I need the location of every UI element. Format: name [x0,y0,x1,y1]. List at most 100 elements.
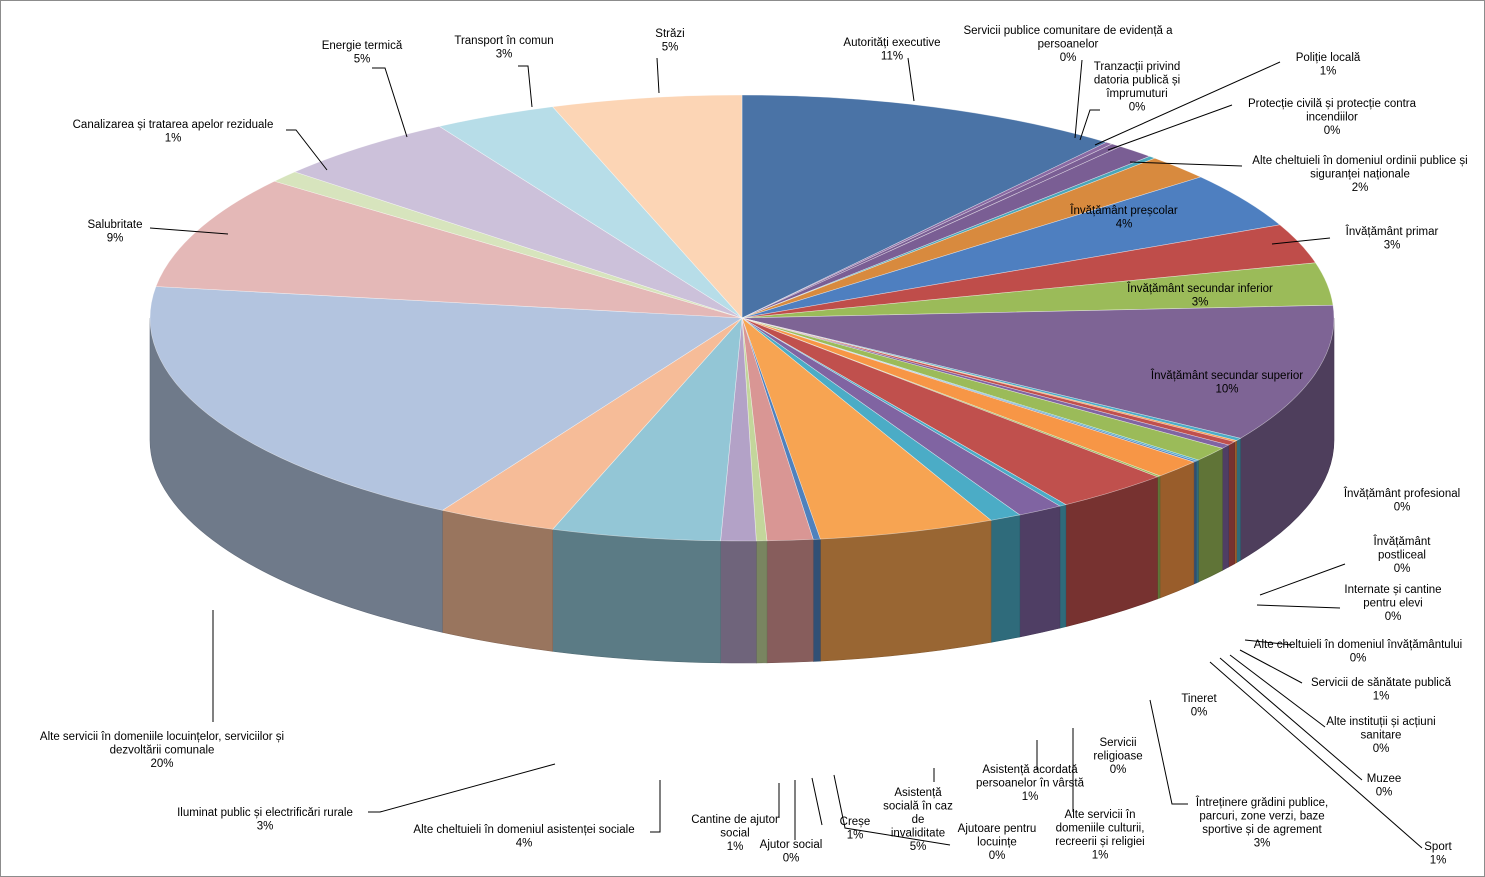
data-label-line: 20% [150,758,173,770]
pie-side-27 [755,540,768,664]
pie-side-24 [820,519,992,662]
data-label-line: Învățământ [1373,535,1432,548]
leader-line-30 [368,763,556,813]
data-label-line: Alte instituții și acțiuni [1326,716,1435,728]
data-label-33: Canalizarea și tratarea apelor reziduale… [73,119,274,145]
data-label-line: Învățământ profesional [1343,487,1460,500]
data-label-line: social [720,828,749,840]
data-label-line: pentru elevi [1363,598,1422,610]
data-label-line: Asistență [894,787,942,799]
data-label-22: Alte servicii în domeniile culturii, recre… [1055,809,1144,862]
pie-side-23 [990,514,1021,643]
data-label-line: 0% [1373,743,1390,755]
data-label-line: Sport [1424,841,1452,853]
data-label-line: 0% [989,850,1006,862]
leader-line-15 [1239,649,1303,684]
data-label-line: siguranței naționale [1310,169,1410,181]
data-label-13: Internate și cantine pentru elevi 0% [1344,584,1441,623]
data-label-line: 4% [1116,219,1133,231]
data-label-line: 1% [847,830,864,842]
data-label-line: 0% [1129,102,1146,114]
data-label-line: domeniile culturii, [1056,823,1145,835]
data-label-24: Asistență socială în caz de invaliditate 5% [883,787,953,853]
data-label-line: Alte cheltuieli în domeniul ordinii publ… [1252,155,1467,167]
data-label-3: Tranzacții privind datoria publică și împr… [1094,61,1181,114]
data-label-line: invaliditate [891,828,945,840]
data-label-7: Învățământ preșcolar 4% [1069,204,1178,231]
pie-slice-31 [149,286,743,511]
data-label-line: persoanelor în vârstă [976,778,1085,790]
data-label-5: Protecție civilă și protecție contra ince… [1248,98,1417,137]
leader-line-36 [656,57,660,94]
data-label-line: sportive și de agrement [1202,824,1322,836]
leader-line-13 [1256,604,1341,609]
data-label-line: Autorități executive [843,37,940,49]
data-label-line: 1% [1092,850,1109,862]
data-label-line: 0% [783,853,800,865]
pie-slice-36 [552,94,743,319]
data-label-line: locuințe [977,837,1017,849]
data-label-line: Poliție locală [1296,52,1361,64]
pie-slice-32 [155,180,743,319]
data-label-line: 3% [1384,240,1401,252]
data-label-line: Alte servicii în [1065,809,1136,821]
data-label-line: Învățământ primar [1345,225,1439,238]
data-label-11: Învățământ profesional 0% [1343,487,1460,514]
pie-side-26 [766,539,814,664]
data-label-23: Asistență acordată persoanelor în vârstă 1… [976,764,1085,803]
leader-line-29 [650,780,661,833]
leader-line-25 [833,774,951,846]
data-label-line: 3% [496,49,513,61]
leader-line-34 [372,67,408,138]
data-label-line: Întreținere grădini publice, [1195,796,1328,809]
data-label-line: datoria publică și [1094,75,1180,87]
pie-side-22 [1019,505,1061,638]
pie-side-19 [1157,475,1161,600]
data-label-line: Servicii publice comunitare de evidență … [963,25,1173,37]
data-label-line: 1% [1022,791,1039,803]
data-label-line: Servicii [1099,737,1136,749]
data-label-line: 4% [516,838,533,850]
data-label-29: Alte cheltuieli în domeniul asistenței s… [413,824,634,850]
leader-line-8 [1271,237,1331,245]
data-label-36: Străzi 5% [655,28,684,54]
pie-side-walls [149,317,1335,664]
data-label-line: Străzi [655,28,684,40]
leader-line-12 [1259,563,1346,596]
data-label-line: 3% [1192,297,1209,309]
data-label-line: 1% [1430,855,1447,867]
data-label-4: Poliție locală 1% [1296,52,1361,78]
data-label-line: 5% [910,841,927,853]
data-label-20: Întreținere grădini publice, parcuri, zon… [1195,796,1328,850]
pie-side-16 [1195,459,1199,584]
data-label-line: incendiilor [1306,112,1358,124]
pie-slice-29 [552,317,743,542]
pie-side-14 [1222,444,1229,571]
data-label-line: 0% [1376,787,1393,799]
pie-slice-1 [741,94,1108,319]
data-label-line: 1% [1320,66,1337,78]
data-label-line: 0% [1350,653,1367,665]
data-label-line: Învățământ secundar superior [1150,369,1303,382]
data-label-30: Iluminat public și electrificări rurale 3… [177,807,353,833]
data-label-line: Ajutor social [760,839,823,851]
data-label-line: 3% [257,821,274,833]
data-label-1: Autorități executive 11% [843,37,940,63]
data-label-line: 0% [1394,502,1411,514]
data-label-line: 1% [165,133,182,145]
data-label-line: Tineret [1181,693,1217,705]
data-label-line: religioase [1093,751,1142,763]
data-label-line: persoanelor [1038,39,1099,51]
data-label-line: 5% [662,42,679,54]
data-label-12: Învățământ postliceal 0% [1373,535,1432,575]
pie-slice-24 [741,317,992,540]
pie-slice-34 [293,126,743,319]
data-label-line: 0% [1110,764,1127,776]
data-label-18: Sport 1% [1424,841,1452,867]
data-label-10: Învățământ secundar superior 10% [1150,369,1303,396]
data-label-line: 0% [1385,611,1402,623]
data-label-line: 1% [727,841,744,853]
leader-line-33 [286,129,328,171]
